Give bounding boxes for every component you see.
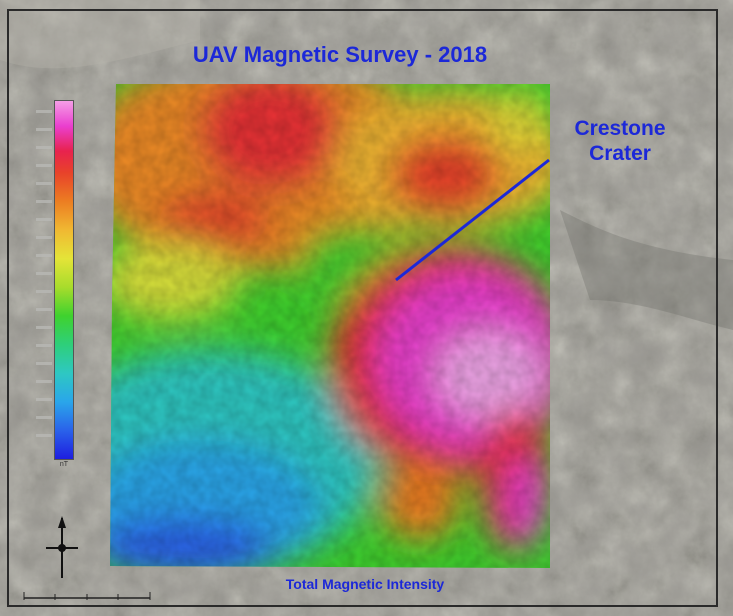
magnetic-heatmap xyxy=(110,84,550,568)
map-title: UAV Magnetic Survey - 2018 xyxy=(192,42,488,67)
map-frame xyxy=(7,9,718,607)
color-scale-unit: nT xyxy=(59,461,69,468)
callout-pointer-line xyxy=(395,158,550,282)
north-arrow-icon xyxy=(46,516,78,578)
callout-line-1: Crestone xyxy=(574,117,666,140)
callout-line-2: Crater xyxy=(589,142,651,165)
crater-callout-label: Crestone Crater xyxy=(555,116,685,166)
color-scale-ticks xyxy=(36,100,54,458)
color-scale-bar xyxy=(54,100,74,460)
scale-bar xyxy=(23,592,151,600)
terrain-ridge xyxy=(560,210,733,330)
map-caption: Total Magnetic Intensity xyxy=(285,576,445,592)
